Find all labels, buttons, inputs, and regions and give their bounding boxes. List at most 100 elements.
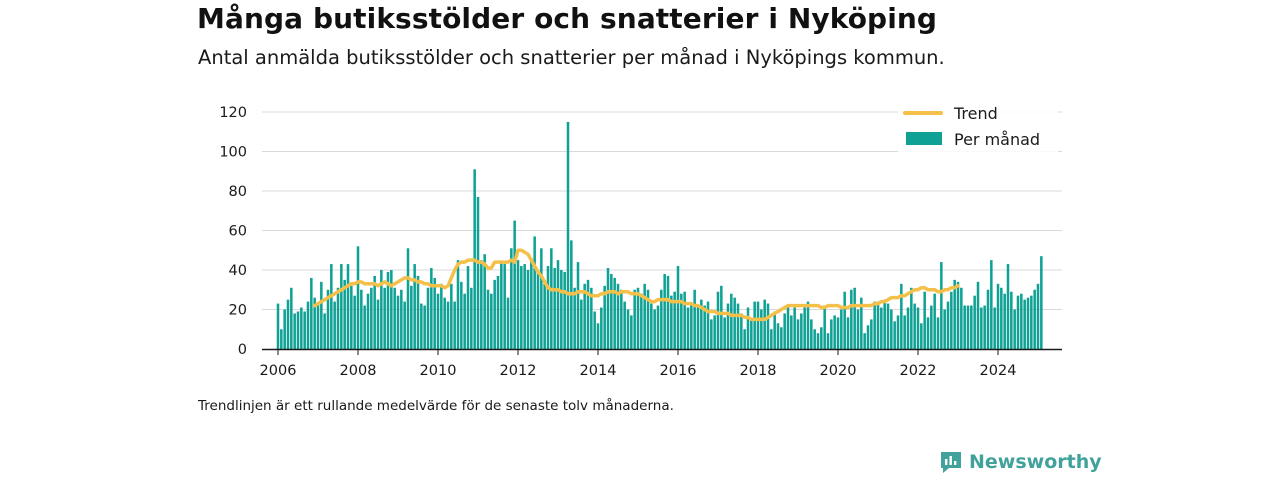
bar xyxy=(740,313,743,349)
bar xyxy=(390,270,393,349)
bar xyxy=(796,319,800,349)
bar xyxy=(663,273,666,349)
bar xyxy=(290,287,293,349)
bar xyxy=(903,315,906,349)
bar xyxy=(720,285,723,349)
bar xyxy=(300,307,303,349)
bar xyxy=(913,303,916,349)
bar xyxy=(1026,297,1030,349)
bar xyxy=(650,303,653,349)
bar xyxy=(603,285,606,349)
bar xyxy=(823,305,826,349)
bar xyxy=(283,309,286,349)
bar xyxy=(1033,289,1036,349)
bar xyxy=(640,293,643,349)
trend-line xyxy=(312,248,960,322)
bar xyxy=(523,264,526,349)
bar xyxy=(366,293,370,349)
bar xyxy=(306,301,310,349)
bar xyxy=(413,264,416,349)
bar xyxy=(423,305,426,349)
bar xyxy=(386,271,390,349)
x-tick-label: 2024 xyxy=(980,363,1017,379)
bar xyxy=(703,305,706,349)
bar xyxy=(710,319,713,349)
bar xyxy=(1023,299,1026,349)
x-tick-label: 2018 xyxy=(740,363,777,379)
bar xyxy=(336,287,340,349)
footnote: Trendlinjen är ett rullande medelvärde f… xyxy=(198,398,674,414)
bar xyxy=(806,301,810,349)
x-tick-label: 2016 xyxy=(660,363,697,379)
bar xyxy=(783,313,786,349)
bar xyxy=(693,289,696,349)
bar xyxy=(460,281,463,349)
bar xyxy=(516,260,520,349)
bar xyxy=(450,283,453,349)
bar xyxy=(296,311,300,349)
bar xyxy=(376,299,380,349)
bar xyxy=(583,283,586,349)
x-tick-label: 2012 xyxy=(500,363,537,379)
bar xyxy=(890,309,893,349)
bar xyxy=(303,311,306,349)
bar xyxy=(600,307,603,349)
bar xyxy=(383,287,386,349)
bar xyxy=(486,289,490,349)
bar xyxy=(980,307,983,349)
bar xyxy=(876,301,880,349)
bar xyxy=(990,260,993,349)
bar xyxy=(396,295,400,349)
bar xyxy=(633,289,636,349)
bar xyxy=(716,291,720,349)
bar xyxy=(420,303,423,349)
bar xyxy=(330,264,333,349)
bar xyxy=(973,295,976,349)
bar xyxy=(780,327,783,349)
bar xyxy=(926,317,930,349)
chart-subtitle: Antal anmälda butiksstölder och snatteri… xyxy=(198,46,945,69)
bar xyxy=(513,220,516,349)
x-tick-label: 2008 xyxy=(340,363,377,379)
bar xyxy=(323,313,326,349)
bar xyxy=(480,260,483,349)
bar xyxy=(326,289,330,349)
bar xyxy=(340,264,343,349)
bar xyxy=(360,289,363,349)
bar xyxy=(1013,309,1016,349)
bar xyxy=(610,273,613,349)
bar xyxy=(463,293,466,349)
bar xyxy=(520,266,523,349)
bar xyxy=(363,305,366,349)
bar xyxy=(933,293,936,349)
bar xyxy=(620,289,623,349)
bar xyxy=(843,291,846,349)
bar xyxy=(506,297,510,349)
bar xyxy=(690,305,693,349)
bar xyxy=(883,299,886,349)
bar xyxy=(893,321,896,349)
bar xyxy=(643,283,646,349)
brand-logo[interactable]: Newsworthy xyxy=(939,450,1102,474)
x-tick-label: 2006 xyxy=(260,363,297,379)
bar xyxy=(706,301,710,349)
bar xyxy=(923,291,926,349)
bar xyxy=(910,287,913,349)
y-tick-label: 100 xyxy=(219,145,247,161)
bar xyxy=(453,301,456,349)
bar xyxy=(286,299,290,349)
bar xyxy=(560,270,563,349)
bar xyxy=(1036,283,1040,349)
bar xyxy=(956,281,960,349)
bar xyxy=(863,333,866,349)
bar xyxy=(873,301,876,349)
bar xyxy=(743,329,746,349)
bar xyxy=(496,275,500,349)
bar xyxy=(430,268,433,349)
bar xyxy=(333,301,336,349)
bar xyxy=(580,299,583,349)
bar xyxy=(436,293,440,349)
bar xyxy=(836,317,840,349)
bar xyxy=(816,333,820,349)
bar xyxy=(886,303,890,349)
